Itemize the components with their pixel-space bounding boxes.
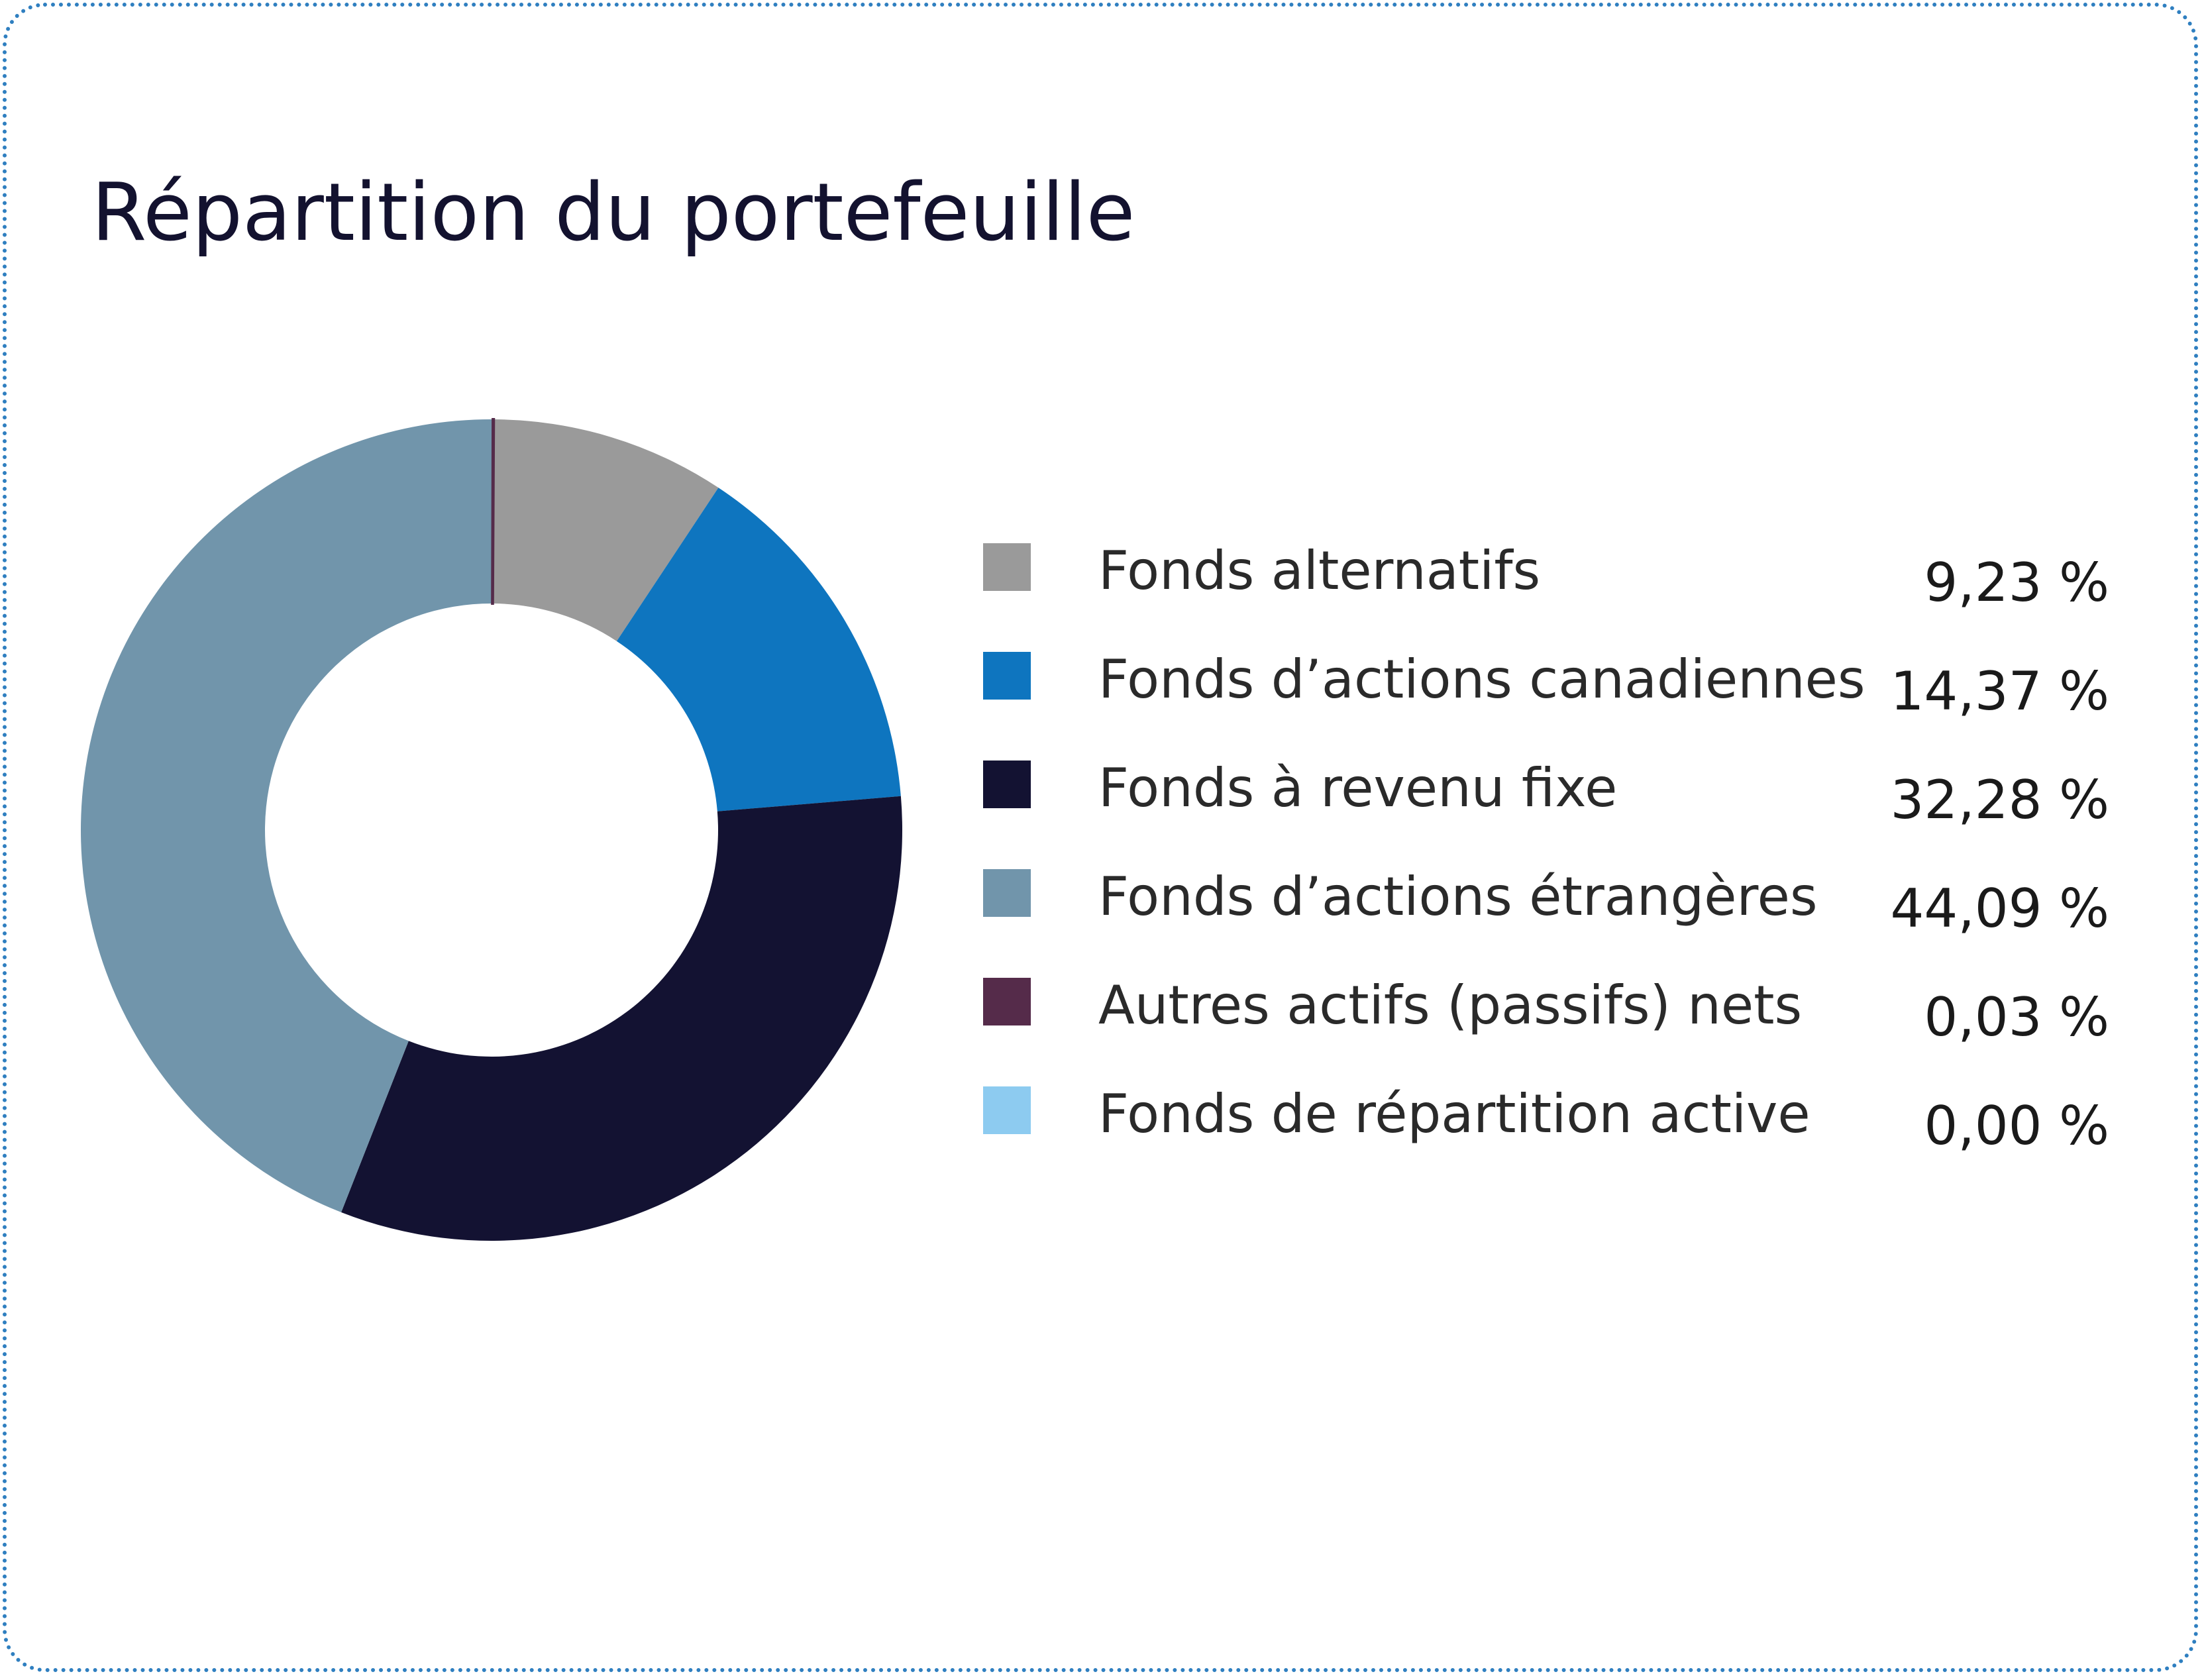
legend: Fonds alternatifs 9,23 % Fonds d’actions c… — [983, 530, 2109, 1182]
legend-swatch — [983, 869, 1031, 917]
legend-swatch — [983, 543, 1031, 591]
donut-slice-4 — [80, 419, 494, 1212]
legend-label: Fonds de répartition active — [1098, 1083, 1811, 1145]
legend-label: Fonds d’actions canadiennes — [1098, 649, 1865, 710]
legend-value: 14,37 % — [1890, 660, 2109, 722]
legend-value: 9,23 % — [1924, 552, 2109, 613]
legend-item: Fonds de répartition active 0,00 % — [983, 1073, 2109, 1182]
donut-slice-2 — [616, 488, 901, 812]
donut-slice-1 — [492, 419, 719, 641]
legend-value: 0,03 % — [1924, 986, 2109, 1048]
legend-label: Autres actifs (passifs) nets — [1098, 974, 1803, 1036]
donut-slice-3 — [341, 796, 902, 1241]
legend-value: 0,00 % — [1924, 1095, 2109, 1157]
legend-item: Fonds d’actions étrangères 44,09 % — [983, 856, 2109, 965]
legend-item: Fonds d’actions canadiennes 14,37 % — [983, 639, 2109, 747]
legend-value: 32,28 % — [1890, 769, 2109, 831]
legend-swatch — [983, 978, 1031, 1025]
legend-label: Fonds d’actions étrangères — [1098, 866, 1818, 927]
legend-swatch — [983, 652, 1031, 700]
legend-item: Fonds alternatifs 9,23 % — [983, 530, 2109, 639]
donut-slices — [80, 417, 902, 1241]
legend-swatch — [983, 1086, 1031, 1134]
legend-item: Fonds à revenu fixe 32,28 % — [983, 747, 2109, 856]
donut-chart — [80, 417, 902, 1241]
legend-label: Fonds à revenu fixe — [1098, 757, 1618, 819]
donut-slice-5 — [491, 417, 496, 605]
legend-value: 44,09 % — [1890, 878, 2109, 939]
chart-title: Répartition du portefeuille — [91, 167, 1135, 259]
legend-item: Autres actifs (passifs) nets 0,03 % — [983, 965, 2109, 1073]
legend-label: Fonds alternatifs — [1098, 540, 1541, 602]
chart-card — [3, 3, 2198, 1672]
legend-swatch — [983, 761, 1031, 808]
